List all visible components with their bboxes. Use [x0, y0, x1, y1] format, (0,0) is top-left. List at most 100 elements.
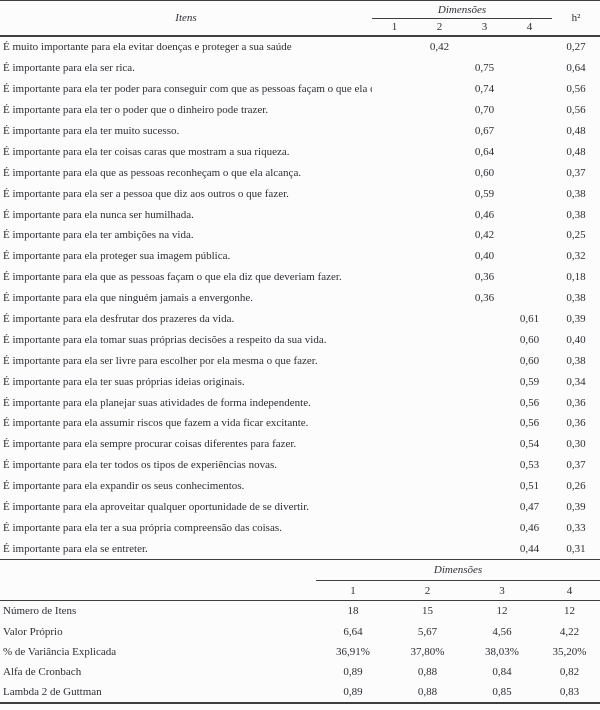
loading-cell: 0,46 — [519, 521, 540, 534]
loading-cell — [507, 246, 552, 267]
loading-cell — [507, 141, 552, 162]
loading-cell — [372, 455, 417, 476]
loading-cell — [462, 455, 507, 476]
loading-cell — [507, 162, 552, 183]
loading-cell — [507, 225, 552, 246]
item-text: É importante para ela planejar suas ativ… — [3, 396, 311, 409]
table-row: % de Variância Explicada 36,91% 37,80% 3… — [0, 642, 600, 662]
loading-cell — [372, 204, 417, 225]
stat-value: 5,67 — [417, 625, 438, 638]
loading-cell — [372, 58, 417, 79]
dimension-col-header-4: 4 — [526, 21, 533, 33]
stat-value: 12 — [564, 605, 576, 618]
loading-cell — [417, 246, 462, 267]
table-row: É importante para ela proteger sua image… — [0, 246, 600, 267]
item-text: É importante para ela ser livre para esc… — [3, 354, 318, 367]
loading-cell — [462, 497, 507, 518]
loading-cell — [372, 309, 417, 330]
loading-cell: 0,36 — [474, 292, 495, 305]
stats-table-header: Dimensões 1 2 3 4 — [0, 559, 600, 601]
loading-cell: 0,36 — [474, 271, 495, 284]
communality-cell: 0,32 — [566, 250, 586, 263]
item-text: É importante para ela sempre procurar co… — [3, 438, 297, 451]
item-text: É importante para ela ter o poder que o … — [3, 104, 269, 117]
stat-value: 0,84 — [492, 665, 512, 678]
dimension-col-header-1: 1 — [391, 21, 398, 33]
factor-table-header: Itens Dimensões h² 1 2 3 4 — [0, 0, 600, 36]
loading-cell — [417, 288, 462, 309]
loading-cell — [417, 350, 462, 371]
table-row: É importante para ela ser rica. 0,75 0,6… — [0, 58, 600, 79]
loading-cell: 0,47 — [519, 501, 540, 514]
item-text: É importante para ela ter muito sucesso. — [3, 125, 180, 137]
stat-value: 35,20% — [552, 645, 587, 658]
loading-cell: 0,75 — [474, 62, 495, 75]
table-row: É importante para ela expandir os seus c… — [0, 476, 600, 497]
table-row: É importante para ela ser livre para esc… — [0, 350, 600, 371]
communality-cell: 0,37 — [566, 459, 586, 472]
table-row: É importante para ela que ninguém jamais… — [0, 288, 600, 309]
loading-cell — [417, 79, 462, 100]
stat-label: Valor Próprio — [3, 625, 63, 638]
stat-value: 38,03% — [485, 645, 519, 658]
communality-cell: 0,37 — [566, 166, 586, 179]
loading-cell — [417, 392, 462, 413]
loading-cell — [372, 225, 417, 246]
loading-cell — [462, 36, 507, 58]
loading-cell — [462, 413, 507, 434]
stats-col-header-2: 2 — [424, 584, 431, 597]
communality-cell: 0,38 — [566, 354, 586, 367]
loading-cell — [417, 329, 462, 350]
stat-value: 0,88 — [417, 665, 438, 678]
table-row: É importante para ela tomar suas própria… — [0, 329, 600, 350]
loading-cell: 0,61 — [519, 313, 540, 326]
loading-cell — [372, 79, 417, 100]
stat-value: 0,83 — [559, 686, 580, 699]
loading-cell — [372, 288, 417, 309]
loading-cell — [462, 476, 507, 497]
loading-cell — [417, 162, 462, 183]
loading-cell — [417, 267, 462, 288]
loading-cell — [417, 455, 462, 476]
communality-cell: 0,48 — [566, 145, 586, 158]
item-text: É importante para ela que ninguém jamais… — [3, 292, 253, 305]
loading-cell — [462, 309, 507, 330]
item-text: É importante para ela que as pessoas rec… — [3, 166, 302, 179]
item-text: É importante para ela nunca ser humilhad… — [3, 208, 194, 221]
loading-cell — [372, 371, 417, 392]
communality-cell: 0,64 — [566, 62, 586, 75]
loading-cell: 0,60 — [519, 333, 540, 346]
loading-cell — [507, 36, 552, 58]
stats-dimensions-group-header: Dimensões — [316, 559, 600, 582]
loading-cell — [372, 246, 417, 267]
loading-cell — [507, 183, 552, 204]
item-text: É importante para ela expandir os seus c… — [3, 480, 245, 493]
loading-cell: 0,44 — [519, 542, 540, 555]
communality-cell: 0,31 — [566, 542, 586, 555]
communality-cell: 0,30 — [566, 438, 586, 451]
item-text: É importante para ela ter todos os tipos… — [3, 459, 277, 472]
dimensions-group-header: Dimensões — [372, 0, 553, 19]
item-text: É importante para ela aproveitar qualque… — [3, 501, 310, 514]
communality-cell: 0,38 — [566, 208, 586, 221]
item-text: É muito importante para ela evitar doenç… — [3, 41, 292, 54]
loading-cell — [372, 476, 417, 497]
factor-table-body: É muito importante para ela evitar doenç… — [0, 36, 600, 559]
communality-cell: 0,39 — [566, 313, 586, 326]
item-text: É importante para ela proteger sua image… — [3, 250, 231, 263]
loading-cell — [417, 497, 462, 518]
communality-cell: 0,34 — [566, 375, 586, 388]
loading-cell — [372, 100, 417, 121]
table-row: Número de Itens 18 15 12 12 — [0, 601, 600, 622]
stats-table-body: Número de Itens 18 15 12 12 Valor Própri… — [0, 601, 600, 703]
loading-cell — [462, 371, 507, 392]
table-row: É importante para ela aproveitar qualque… — [0, 497, 600, 518]
table-row: Lambda 2 de Guttman 0,89 0,88 0,85 0,83 — [0, 682, 600, 703]
communality-cell: 0,39 — [566, 501, 586, 514]
items-column-header: Itens — [175, 12, 197, 24]
table-row: É importante para ela ter ambições na vi… — [0, 225, 600, 246]
item-text: É importante para ela que as pessoas faç… — [3, 271, 342, 284]
table-row: É importante para ela ter muito sucesso.… — [0, 121, 600, 142]
table-row: É importante para ela que as pessoas faç… — [0, 267, 600, 288]
stat-label: Alfa de Cronbach — [3, 665, 82, 678]
